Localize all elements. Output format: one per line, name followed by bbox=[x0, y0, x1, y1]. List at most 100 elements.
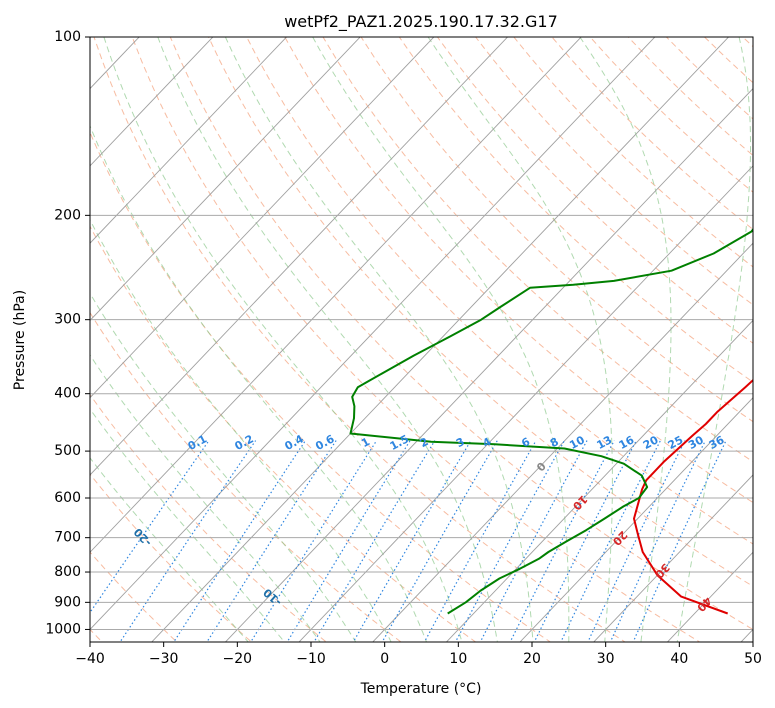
moist-adiabat-line bbox=[157, 37, 498, 642]
mixing-ratio-label: 13 bbox=[595, 433, 615, 452]
mixing-ratio-line bbox=[173, 440, 306, 642]
y-tick-label: 900 bbox=[54, 594, 81, 610]
mixing-ratio-line bbox=[479, 440, 588, 642]
mixing-ratio-line bbox=[90, 440, 210, 614]
mixing-ratio-label: 20 bbox=[641, 433, 661, 452]
x-axis-label: Temperature (°C) bbox=[360, 681, 482, 697]
moist-adiabat-line bbox=[90, 457, 249, 642]
mixing-ratio-label: 1 bbox=[359, 435, 372, 450]
y-tick-label: 100 bbox=[54, 29, 81, 45]
dry-adiabat-line bbox=[665, 37, 753, 120]
mixing-ratio-label: 0.6 bbox=[313, 432, 337, 453]
dry-adiabat-line bbox=[741, 37, 753, 48]
mixing-ratio-line bbox=[632, 440, 727, 642]
isotherm-line bbox=[445, 319, 753, 642]
mixing-ratio-line bbox=[587, 440, 686, 642]
plot-frame bbox=[89, 36, 754, 643]
mixing-ratio-line bbox=[286, 440, 411, 642]
mixing-ratio-label: 25 bbox=[666, 433, 686, 452]
isotherm-line bbox=[90, 37, 435, 399]
isotherms bbox=[90, 37, 753, 642]
mixing-ratio-label: 2 bbox=[418, 435, 431, 450]
mixing-ratio-line bbox=[533, 440, 637, 642]
mixing-ratio-label: 10 bbox=[567, 433, 587, 452]
isotherm-line bbox=[90, 37, 582, 553]
y-tick-label: 500 bbox=[54, 443, 81, 459]
moist-adiabat-line bbox=[90, 408, 285, 642]
y-axis-ticks: 100 200 300 400 500 600 700 800 900 1000 bbox=[45, 29, 90, 637]
y-tick-label: 800 bbox=[54, 564, 81, 580]
y-tick-label: 600 bbox=[54, 490, 81, 506]
dry-adiabat-line bbox=[398, 37, 753, 383]
x-tick-label: −20 bbox=[223, 651, 253, 667]
isotherm-line bbox=[90, 37, 509, 476]
y-tick-label: 1000 bbox=[45, 621, 81, 637]
isotherm-line bbox=[90, 37, 214, 167]
x-tick-label: 50 bbox=[744, 651, 762, 667]
dry-adiabat-line bbox=[284, 37, 753, 504]
pressure-gridlines bbox=[90, 37, 753, 630]
mixing-ratio-line bbox=[250, 440, 378, 642]
dry-adiabat-label: -20 bbox=[131, 525, 154, 549]
isotherm-line bbox=[90, 37, 361, 322]
isotherm-line bbox=[519, 397, 753, 642]
mixing-ratio-label: 1.5 bbox=[388, 432, 411, 453]
moist-adiabat-line bbox=[103, 37, 463, 642]
profile-lines bbox=[349, 227, 753, 615]
dewpoint-line bbox=[349, 227, 753, 615]
isotherm-line bbox=[372, 242, 753, 642]
x-tick-label: 10 bbox=[449, 651, 467, 667]
dry-adiabat-line bbox=[513, 37, 753, 268]
dry-adiabat-line bbox=[93, 37, 626, 642]
isotherm-line bbox=[90, 37, 656, 631]
mixing-ratio-label: 0.1 bbox=[186, 432, 209, 453]
mixing-ratio-line bbox=[560, 440, 661, 642]
y-tick-label: 400 bbox=[54, 386, 81, 402]
isotherm-line bbox=[298, 165, 753, 642]
x-tick-label: −30 bbox=[149, 651, 179, 667]
mixing-ratio-label: 6 bbox=[519, 435, 532, 450]
isotherm-line bbox=[224, 87, 753, 642]
isotherm-line bbox=[151, 37, 730, 642]
dry-adiabat-line bbox=[90, 131, 552, 642]
mixing-ratio-label: 30 bbox=[686, 433, 706, 452]
y-tick-label: 700 bbox=[54, 530, 81, 546]
mixing-ratio-line bbox=[454, 440, 565, 642]
x-tick-label: −10 bbox=[296, 651, 326, 667]
isotherm-line bbox=[593, 474, 753, 642]
y-tick-label: 300 bbox=[54, 312, 81, 328]
dry-adiabats bbox=[90, 10, 775, 654]
y-tick-label: 200 bbox=[54, 207, 81, 223]
mixing-ratio-line bbox=[119, 440, 257, 642]
mixing-ratio-line bbox=[206, 440, 337, 642]
x-tick-label: 0 bbox=[380, 651, 389, 667]
moist-adiabat-line bbox=[90, 354, 321, 642]
mixing-ratio-line bbox=[509, 440, 615, 642]
dry-adiabat-line bbox=[752, 10, 775, 654]
mixing-ratio-lines bbox=[90, 440, 727, 642]
x-tick-label: 20 bbox=[523, 651, 541, 667]
plot-area: -100-90-80-70-60-50-40-30-20-10010203040… bbox=[18, 10, 775, 654]
dry-adiabat-line bbox=[90, 551, 178, 642]
dry-adiabat-line bbox=[90, 225, 477, 642]
dry-adiabat-line bbox=[436, 37, 753, 344]
moist-adiabat-line bbox=[579, 37, 672, 642]
dry-adiabat-line bbox=[90, 473, 253, 642]
dry-adiabat-line bbox=[90, 311, 402, 642]
mixing-ratio-label: 16 bbox=[617, 433, 637, 452]
mixing-ratio-line bbox=[381, 440, 498, 642]
mixing-ratio-label: 0.4 bbox=[283, 432, 307, 453]
dry-adiabat-line bbox=[131, 37, 701, 642]
x-tick-label: −40 bbox=[75, 651, 105, 667]
dry-adiabat-line bbox=[246, 37, 753, 545]
mixing-ratio-label: 36 bbox=[707, 433, 727, 452]
mixing-ratio-line bbox=[313, 440, 436, 642]
mixing-ratio-line bbox=[423, 440, 537, 642]
mixing-ratio-line bbox=[352, 440, 472, 642]
dry-adiabat-line bbox=[90, 393, 328, 642]
x-tick-label: 40 bbox=[670, 651, 688, 667]
x-axis-ticks: −40 −30 −20 −10 0 10 20 30 40 50 bbox=[75, 642, 762, 667]
moist-adiabat-line bbox=[90, 218, 392, 642]
dry-adiabat-label: -30 bbox=[18, 465, 40, 489]
